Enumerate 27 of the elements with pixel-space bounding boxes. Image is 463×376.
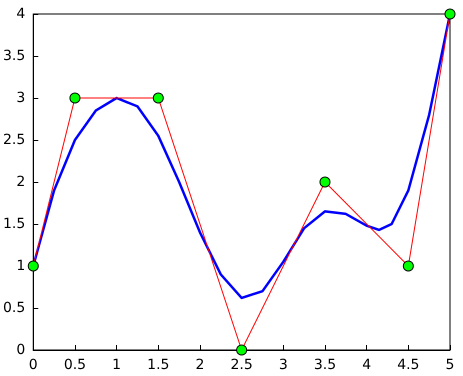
point (402, 260, 414, 272)
point (28, 260, 39, 272)
x-tick-label: 1.5 (147, 357, 170, 373)
y-tick-label: 2.5 (3, 132, 26, 148)
x-tick-label: 1 (112, 357, 122, 373)
x-tick-label: 4 (362, 357, 372, 373)
point (444, 8, 456, 20)
x-tick-label: 2.5 (230, 357, 253, 373)
y-tick-label: 0.5 (3, 300, 26, 316)
x-tick-label: 2 (196, 357, 204, 373)
point (69, 92, 80, 104)
x-tick-label: 5 (446, 357, 454, 373)
x-tick-label: 3 (278, 357, 288, 373)
x-tick-label: 3.5 (314, 357, 336, 373)
point (319, 176, 330, 188)
y-tick-label: 0 (16, 342, 26, 358)
y-tick-label: 1 (16, 258, 26, 274)
y-tick-label: 3.5 (3, 48, 26, 64)
y-tick-label: 4 (16, 6, 26, 22)
point (236, 344, 248, 356)
x-tick-label: 0 (28, 357, 38, 373)
y-tick-label: 3 (16, 90, 26, 106)
x-tick-label: 4.5 (397, 357, 420, 373)
point (152, 92, 164, 104)
x-tick-label: 0.5 (64, 357, 86, 373)
y-tick-label: 2 (16, 174, 26, 190)
y-tick-label: 1.5 (3, 216, 26, 232)
